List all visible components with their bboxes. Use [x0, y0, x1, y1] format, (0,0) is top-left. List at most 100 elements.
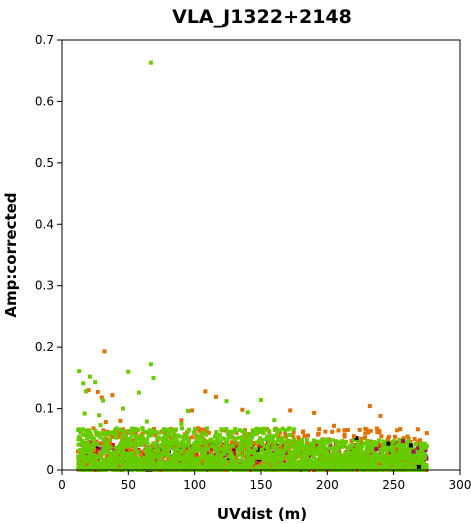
data-point: [97, 413, 102, 418]
data-point: [118, 418, 123, 423]
data-point: [121, 406, 125, 411]
data-point: [348, 455, 353, 460]
data-point: [374, 447, 379, 452]
data-point: [90, 435, 95, 440]
data-point: [274, 445, 279, 450]
data-point: [389, 461, 394, 466]
data-point: [163, 434, 168, 439]
data-point: [152, 448, 157, 453]
data-point: [316, 466, 321, 471]
data-point: [270, 461, 275, 465]
data-point: [323, 460, 328, 465]
data-point: [327, 463, 332, 468]
data-point: [200, 447, 205, 452]
data-point: [374, 426, 379, 431]
data-point: [104, 440, 109, 445]
data-point: [394, 459, 399, 464]
data-point: [215, 447, 220, 452]
data-point: [279, 460, 284, 464]
data-point: [182, 444, 187, 448]
data-point: [214, 430, 219, 435]
data-point: [198, 440, 203, 445]
data-point: [203, 389, 208, 394]
data-point: [133, 437, 138, 441]
data-point: [234, 441, 239, 446]
data-point: [206, 430, 211, 435]
data-point: [205, 439, 210, 444]
data-point: [192, 446, 197, 451]
data-point: [326, 459, 331, 464]
data-point: [80, 451, 84, 455]
data-point: [213, 434, 218, 439]
data-point: [84, 459, 89, 464]
data-point: [423, 463, 428, 468]
data-point: [76, 457, 81, 462]
data-point: [101, 444, 106, 449]
data-point: [312, 449, 317, 454]
data-point: [226, 454, 231, 459]
data-point: [423, 448, 428, 453]
data-point: [261, 458, 266, 463]
data-point: [215, 443, 220, 448]
data-point: [129, 451, 134, 456]
data-point: [424, 466, 429, 471]
data-point: [402, 447, 407, 452]
data-point: [124, 456, 129, 461]
data-point: [372, 461, 377, 466]
data-point: [76, 427, 81, 432]
data-point: [353, 462, 358, 467]
data-point: [246, 453, 250, 458]
data-point: [400, 450, 405, 454]
data-point: [366, 448, 371, 453]
data-point: [132, 466, 137, 471]
y-tick-label: 0.4: [35, 217, 54, 231]
data-point: [424, 431, 429, 436]
data-point: [329, 458, 334, 463]
data-point: [178, 462, 183, 467]
data-point: [164, 437, 169, 442]
data-point: [252, 432, 257, 437]
data-point: [243, 465, 248, 469]
data-point: [89, 443, 94, 447]
data-point: [368, 428, 373, 433]
data-point: [184, 451, 189, 456]
data-point: [193, 457, 198, 462]
data-point: [289, 456, 294, 461]
data-point: [367, 461, 372, 466]
data-point: [107, 431, 112, 436]
data-point: [228, 444, 233, 449]
data-point: [140, 458, 145, 462]
data-point: [255, 440, 260, 445]
data-point: [411, 447, 415, 451]
data-point: [367, 404, 372, 409]
data-point: [380, 450, 384, 455]
data-point: [204, 432, 209, 437]
data-point: [289, 458, 294, 463]
data-point: [278, 449, 283, 454]
data-point: [201, 441, 206, 446]
data-point: [200, 462, 205, 467]
data-point: [219, 464, 224, 469]
data-point: [356, 463, 361, 467]
data-point: [168, 458, 173, 463]
data-point: [317, 427, 322, 432]
data-point: [215, 452, 220, 457]
data-point: [135, 427, 140, 432]
data-point: [263, 437, 268, 442]
data-point: [236, 452, 241, 457]
data-point: [87, 428, 91, 433]
data-point: [403, 462, 408, 467]
data-point: [401, 439, 405, 444]
data-point: [369, 464, 374, 469]
data-point: [112, 447, 117, 452]
data-point: [285, 456, 290, 460]
data-point: [334, 449, 339, 454]
data-point: [322, 438, 327, 443]
data-point: [401, 441, 406, 446]
data-point: [272, 418, 277, 423]
data-point: [320, 438, 325, 443]
data-point: [153, 444, 158, 449]
data-point: [290, 450, 295, 455]
data-point: [397, 454, 402, 459]
data-point: [182, 465, 187, 470]
